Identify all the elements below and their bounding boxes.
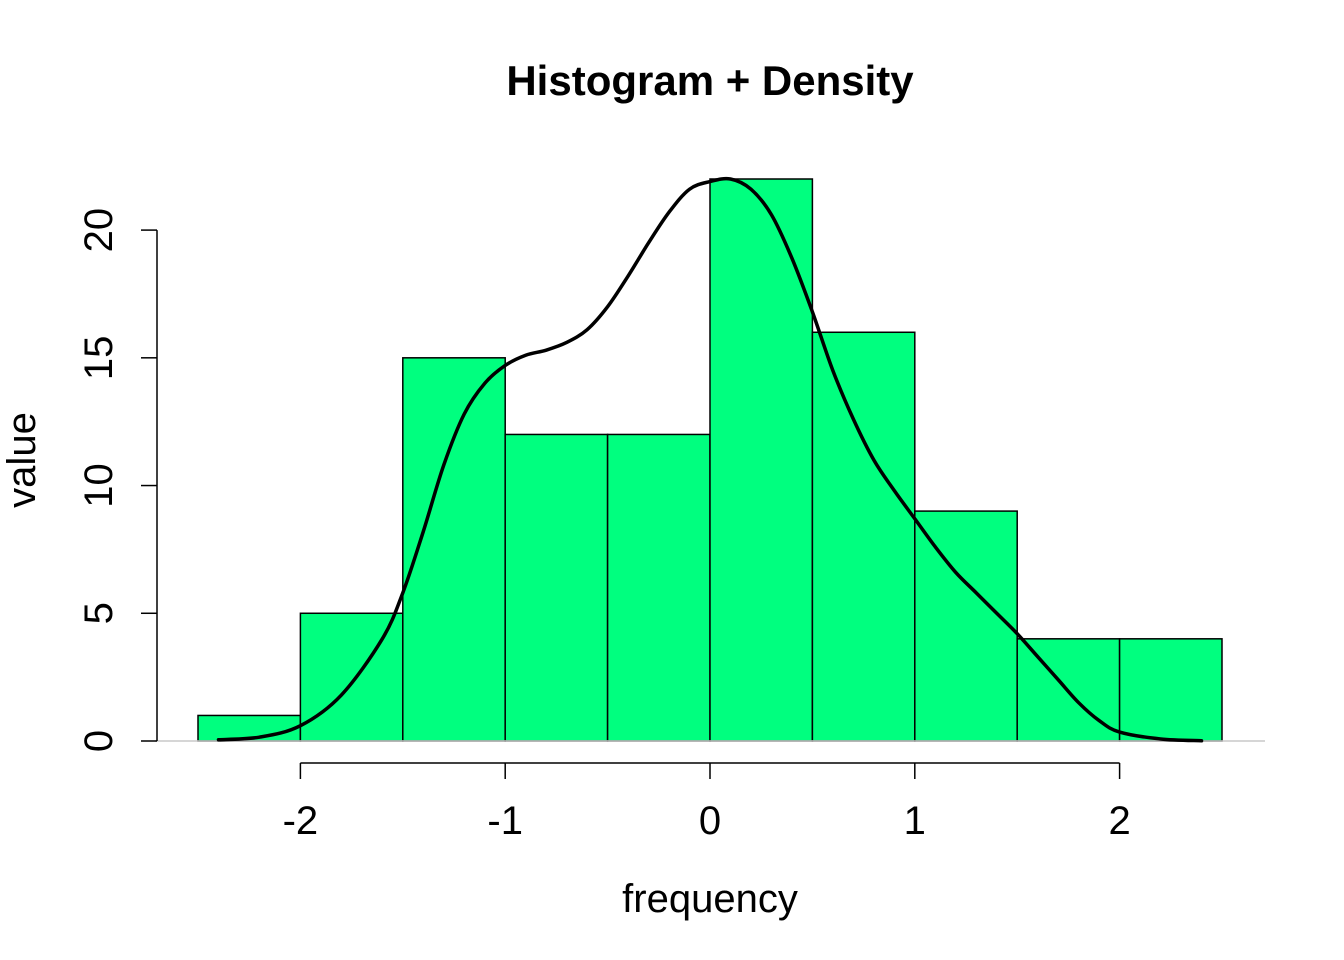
- x-tick-label: 0: [699, 799, 721, 843]
- histogram-bar: [914, 510, 1018, 742]
- y-tick-label: 15: [77, 336, 121, 381]
- chart-title: Histogram + Density: [506, 57, 914, 104]
- density-curve: [216, 176, 1204, 743]
- x-tick-label: -1: [487, 799, 523, 843]
- bars-layer: [197, 178, 1223, 742]
- histogram-bar: [1118, 638, 1223, 742]
- x-tick-label: 2: [1108, 799, 1130, 843]
- histogram-bar: [811, 331, 916, 742]
- histogram-bar: [402, 357, 506, 742]
- density-layer: [216, 176, 1204, 743]
- y-axis-label: value: [0, 412, 44, 508]
- y-axis: 0 5 10 15 20: [77, 208, 158, 752]
- histogram-bar: [606, 433, 711, 742]
- y-tick-label: 10: [77, 463, 121, 508]
- x-axis-label: frequency: [622, 877, 798, 921]
- histogram-bar: [504, 433, 609, 742]
- histogram-bar: [709, 178, 814, 742]
- y-tick-label: 5: [77, 602, 121, 624]
- x-tick-label: -2: [283, 799, 319, 843]
- x-axis: -2 -1 0 1 2: [283, 762, 1131, 843]
- y-tick-label: 20: [77, 208, 121, 253]
- y-tick-label: 0: [77, 730, 121, 752]
- x-tick-label: 1: [904, 799, 926, 843]
